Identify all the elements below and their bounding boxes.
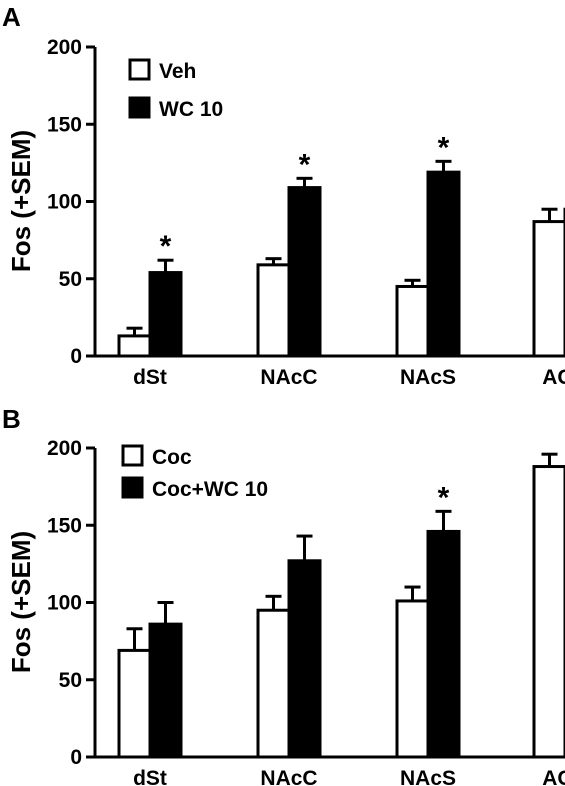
panel-letter: B: [2, 404, 21, 434]
bar: [117, 648, 152, 759]
significance-mark: *: [299, 148, 311, 181]
panel-a: A Fos (+SEM) 0 50 100 150 200 * dSt * NAcC * NAcS ACC…: [2, 2, 565, 389]
legend-swatch: [128, 58, 151, 81]
category-label: NAcS: [400, 366, 456, 389]
category-label: ACC: [542, 366, 565, 389]
legend-swatch: [121, 476, 144, 499]
bar: [426, 529, 461, 759]
panel-b: B Fos (+SEM) 0 50 100 150 200 dSt NAcC * NAcS ACC Co…: [2, 404, 565, 786]
y-tick-label: 200: [47, 437, 82, 460]
category-label: NAcC: [260, 767, 317, 786]
significance-mark: *: [160, 230, 172, 263]
bar: [532, 220, 565, 358]
legend-label: Coc: [152, 446, 192, 469]
legend-label: WC 10: [159, 98, 223, 121]
significance-mark: *: [438, 481, 450, 514]
legend-swatch: [128, 96, 151, 119]
legend-label: Veh: [159, 60, 196, 83]
y-tick-label: 200: [47, 36, 82, 59]
y-tick-label: 150: [47, 113, 82, 136]
category-label: ACC: [542, 767, 565, 786]
panel-letter: A: [2, 2, 21, 32]
bar: [287, 559, 322, 759]
y-tick-label: 0: [70, 746, 82, 769]
bar: [256, 263, 291, 358]
bar: [426, 170, 461, 358]
category-label: NAcC: [260, 366, 317, 389]
y-tick-label: 150: [47, 514, 82, 537]
legend-label: Coc+WC 10: [152, 478, 268, 501]
y-tick-label: 50: [59, 669, 82, 692]
category-label: dSt: [133, 767, 167, 786]
y-tick-label: 100: [47, 191, 82, 214]
bar: [117, 334, 152, 358]
category-label: NAcS: [400, 767, 456, 786]
legend-swatch: [121, 444, 144, 467]
bar: [395, 599, 430, 759]
bar: [256, 608, 291, 759]
y-axis-label: Fos (+SEM): [6, 531, 36, 673]
significance-mark: *: [438, 131, 450, 164]
bar: [532, 465, 565, 759]
y-axis-label: Fos (+SEM): [6, 130, 36, 272]
bar: [395, 284, 430, 358]
bar: [148, 271, 183, 358]
bar: [287, 186, 322, 358]
category-label: dSt: [133, 366, 167, 389]
y-tick-label: 0: [70, 345, 82, 368]
bar: [148, 622, 183, 759]
y-tick-label: 100: [47, 592, 82, 615]
y-tick-label: 50: [59, 268, 82, 291]
